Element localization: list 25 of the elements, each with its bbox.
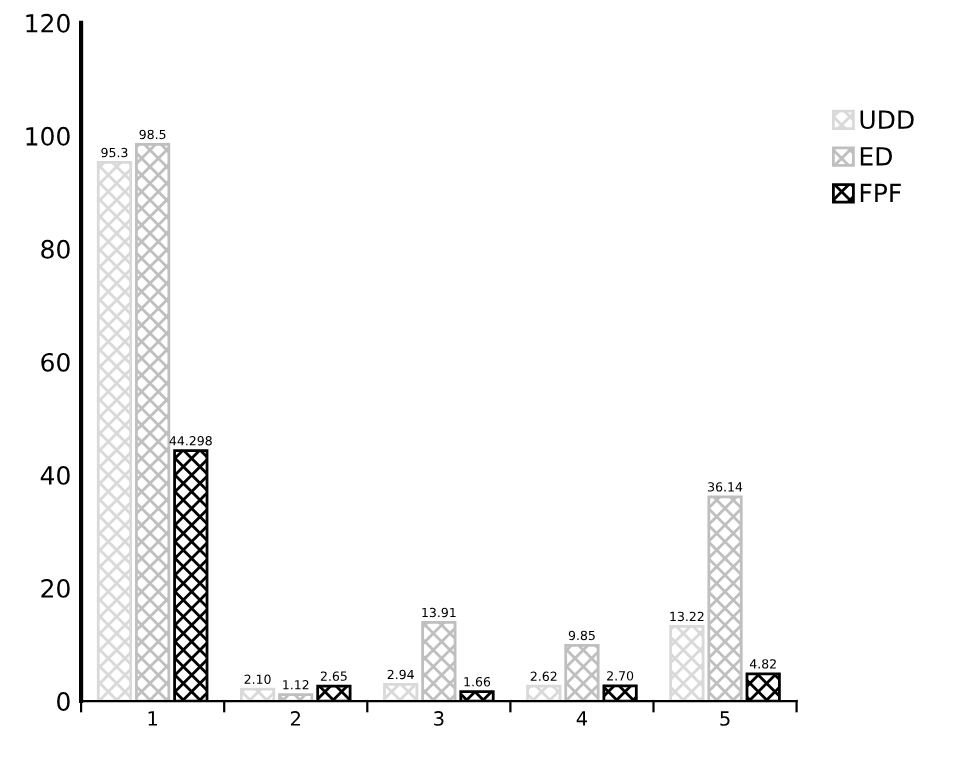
- legend-label: FPF: [860, 183, 901, 203]
- legend-label: UDD: [860, 110, 914, 130]
- y-tick-label: 80: [41, 239, 70, 259]
- bar: [707, 495, 743, 702]
- x-tick-label: 5: [720, 711, 730, 726]
- x-tick-label: 2: [290, 711, 300, 726]
- bar: [526, 684, 562, 702]
- bar: [135, 142, 171, 702]
- x-tick-label: 4: [576, 711, 588, 726]
- bar: [239, 687, 276, 702]
- y-tick-label: 0: [57, 691, 70, 711]
- y-tick-label: 20: [41, 578, 70, 598]
- bar: [669, 624, 705, 702]
- bar: [96, 161, 133, 702]
- legend-label: ED: [860, 147, 892, 166]
- x-tick-label: 3: [434, 711, 444, 726]
- y-tick-label: 40: [40, 465, 70, 485]
- bar: [383, 683, 419, 702]
- y-tick-label: 100: [26, 126, 70, 146]
- bar: [278, 693, 314, 702]
- bar: [564, 643, 600, 702]
- x-tick-label: 1: [148, 711, 158, 726]
- y-tick-label: 60: [41, 352, 70, 372]
- y-tick-label: 120: [26, 13, 70, 33]
- bar: [421, 621, 457, 702]
